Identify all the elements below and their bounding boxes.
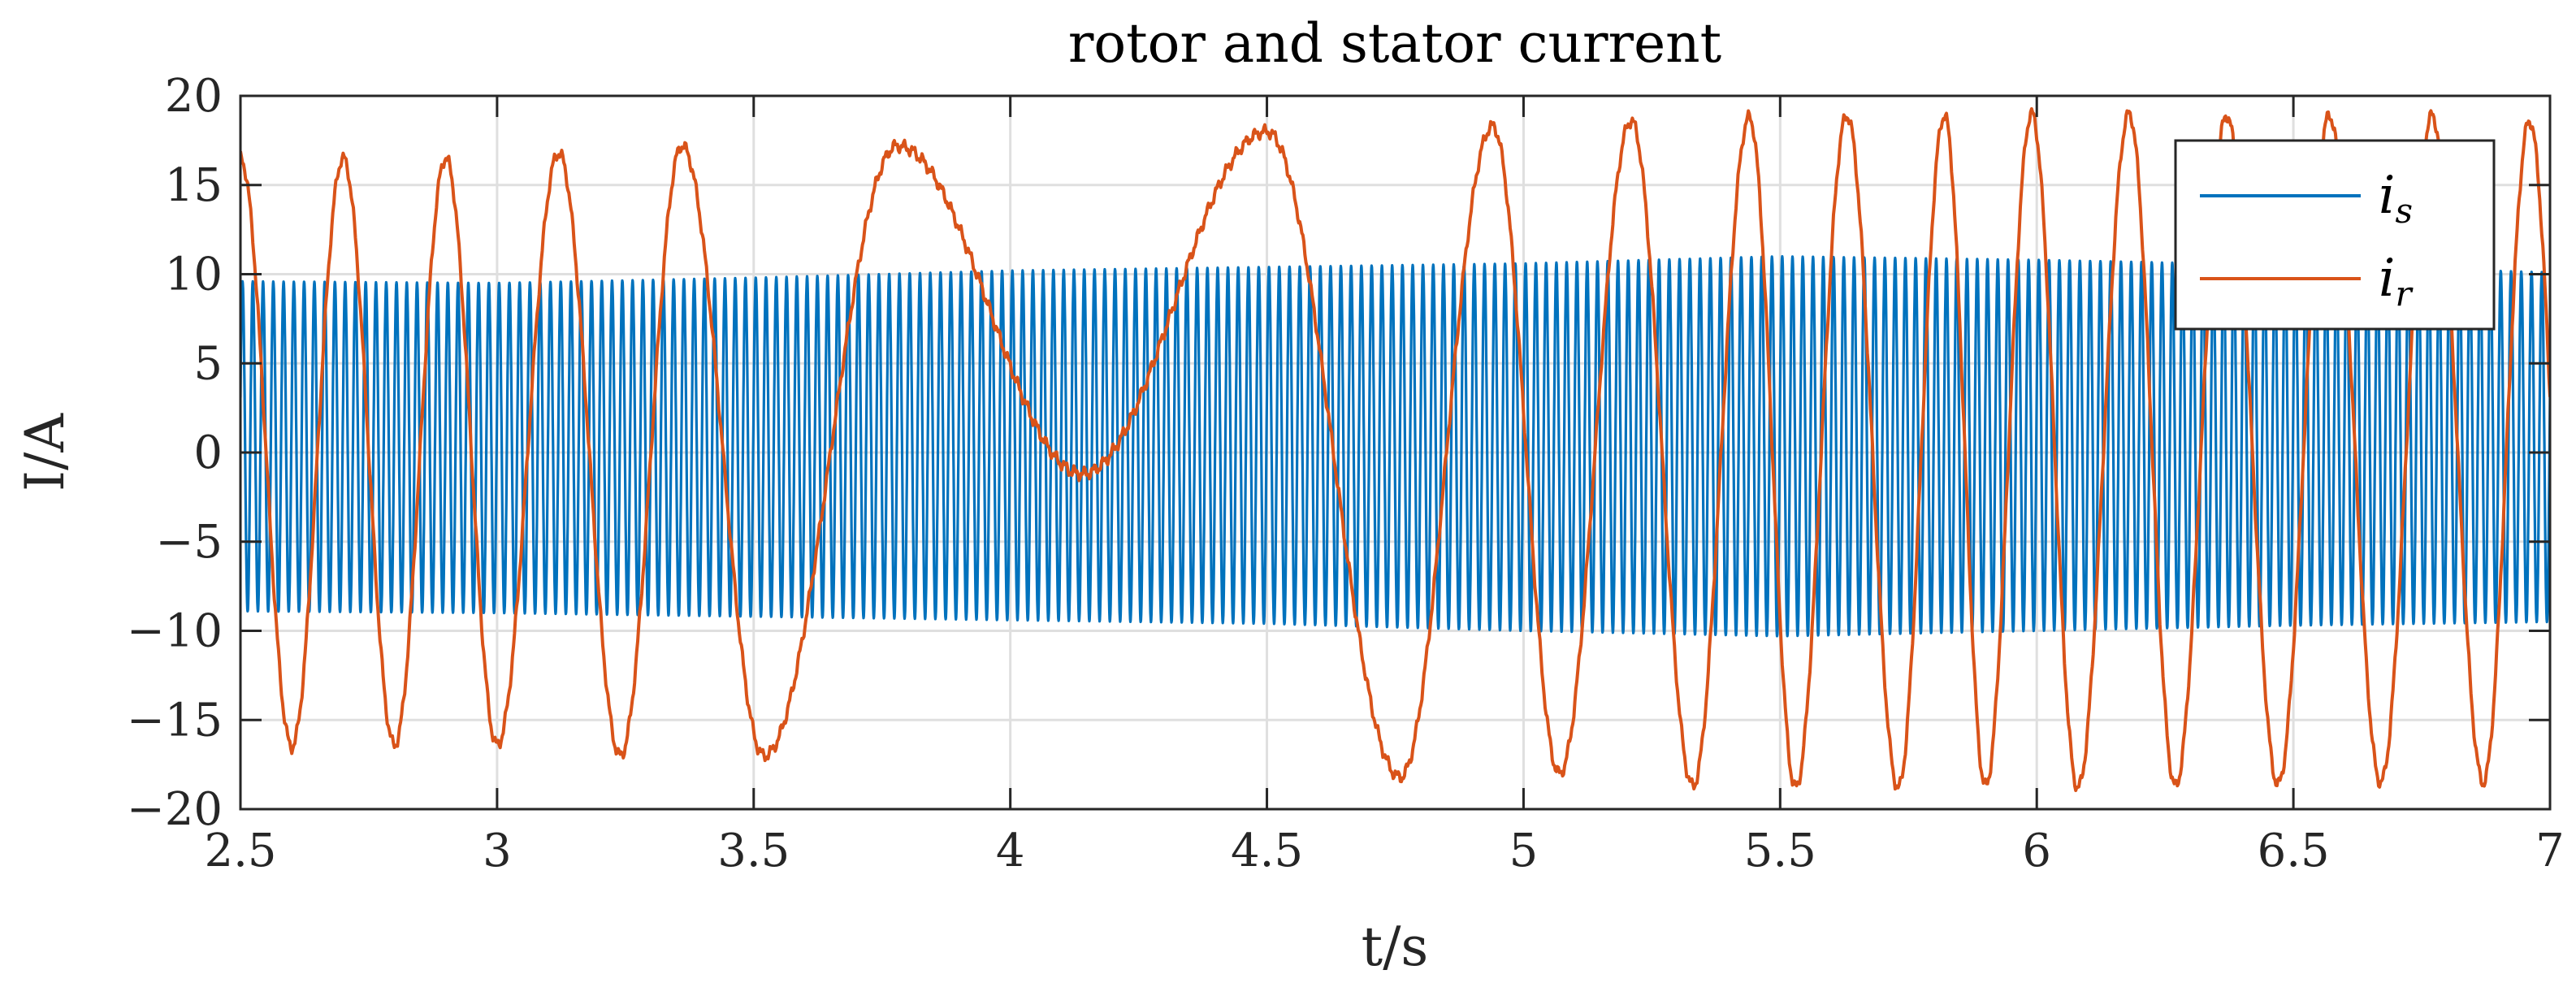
x-tick-label: 7 <box>2535 825 2565 877</box>
y-tick-label: 15 <box>165 159 223 212</box>
x-tick-label: 4 <box>996 825 1025 877</box>
series-line-rotor-current <box>240 106 2550 792</box>
x-tick-label: 5.5 <box>1744 825 1816 877</box>
x-tick-label: 3.5 <box>717 825 790 877</box>
x-tick-label: 2.5 <box>204 825 276 877</box>
y-tick-label: −15 <box>127 694 223 747</box>
x-tick-label: 5 <box>1509 825 1539 877</box>
series-line-stator-current <box>240 255 2550 638</box>
y-tick-label: 10 <box>165 249 223 301</box>
y-axis-title: I/A <box>14 413 76 492</box>
legend-box <box>2174 139 2496 331</box>
y-tick-label: 20 <box>165 70 223 123</box>
x-axis-title: t/s <box>1362 916 1429 978</box>
legend: is ir <box>2174 139 2496 331</box>
x-tick-label: 6.5 <box>2258 825 2330 877</box>
legend-label-ir: ir <box>2379 249 2414 314</box>
series-lines <box>240 106 2550 792</box>
y-tick-label: −5 <box>155 516 223 569</box>
x-tick-label: 6 <box>2022 825 2051 877</box>
x-tick-label: 3 <box>483 825 512 877</box>
legend-label-is: is <box>2379 166 2413 231</box>
y-tick-label: 5 <box>193 337 223 390</box>
axis-ticks: 2.5 3 3.5 4 4.5 5 5.5 6 6.5 7 −20 −15 −10 −5 0 5 10 15 20 <box>127 70 2565 877</box>
y-tick-label: −20 <box>127 783 223 836</box>
chart-title: rotor and stator current <box>1068 12 1721 75</box>
y-tick-label: 0 <box>193 427 223 479</box>
y-tick-label: −10 <box>127 605 223 658</box>
x-tick-label: 4.5 <box>1231 825 1303 877</box>
